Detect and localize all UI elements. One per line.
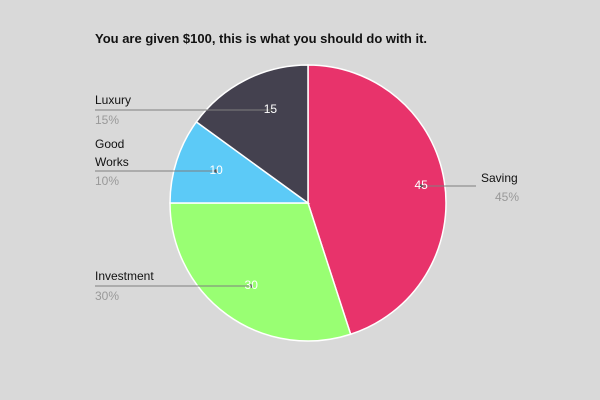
chart-title: You are given $100, this is what you sho… — [95, 31, 427, 46]
leader-lines — [95, 108, 476, 288]
pie-slice-investment — [169, 202, 352, 342]
slice-value-labels: 45 30 10 15 — [209, 102, 428, 292]
slice-value-label-saving: 45 — [414, 178, 428, 192]
slice-value-label-luxury: 15 — [264, 102, 278, 116]
pie-slice-saving — [307, 64, 447, 336]
leader-dot-good-works — [214, 169, 218, 173]
slice-percent-label-good-works: 10% — [95, 174, 119, 188]
slice-percent-label-luxury: 15% — [95, 113, 119, 127]
leader-dot-investment — [249, 284, 254, 288]
leader-dot-saving — [419, 184, 423, 188]
slice-value-label-investment: 30 — [245, 278, 259, 292]
slice-name-label-saving: Saving — [481, 171, 518, 185]
pie-slice-luxury — [195, 64, 309, 205]
leader-dot-luxury — [268, 108, 273, 112]
pie-slice-good-works — [169, 120, 311, 204]
slice-name-label-good-works: Works — [95, 155, 129, 169]
slice-percent-label-saving: 45% — [495, 190, 519, 204]
slice-name-label-investment: Investment — [95, 269, 154, 283]
slice-name-label-luxury: Luxury — [95, 93, 131, 107]
slice-value-label-good-works: 10 — [209, 163, 223, 177]
pie-slices — [169, 64, 447, 342]
slice-name-label-good-works: Good — [95, 137, 124, 151]
slice-percent-label-investment: 30% — [95, 289, 119, 303]
slice-name-labels: Saving 45% Investment 30% Good Works 10% Luxury… — [95, 93, 519, 303]
